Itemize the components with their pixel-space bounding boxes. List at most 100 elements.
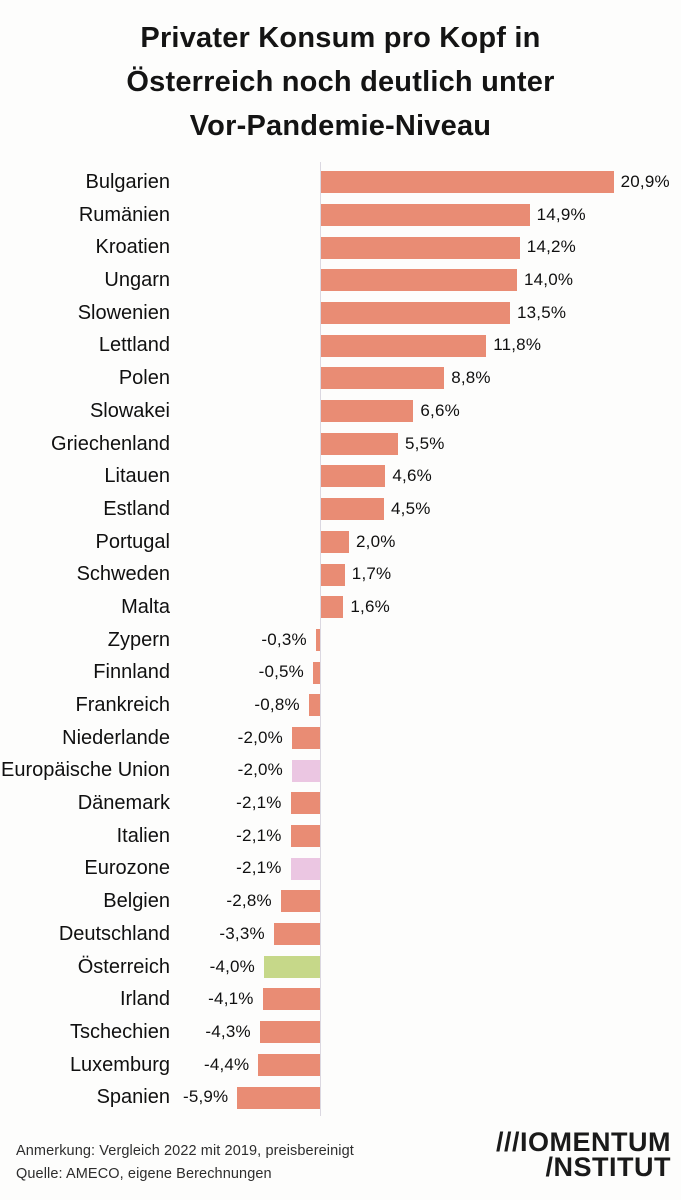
country-label: Österreich bbox=[77, 955, 170, 978]
bar bbox=[321, 269, 517, 292]
value-label: 4,5% bbox=[391, 498, 431, 518]
country-label: Rumänien bbox=[78, 203, 170, 226]
bar bbox=[290, 792, 320, 815]
chart-row: Kroatien 14,2% bbox=[0, 231, 681, 264]
chart-row: Belgien -2,8% bbox=[0, 885, 681, 918]
chart-row: Eurozone -2,1% bbox=[0, 852, 681, 885]
bar bbox=[321, 171, 614, 194]
logo-line-institut: /NSTITUT bbox=[545, 1152, 671, 1182]
country-label: Zypern bbox=[107, 628, 170, 651]
chart-row: Malta 1,6% bbox=[0, 591, 681, 624]
value-label: 4,6% bbox=[392, 466, 432, 486]
value-label: 5,5% bbox=[405, 433, 445, 453]
bar bbox=[321, 596, 344, 619]
chart-row: Finnland -0,5% bbox=[0, 656, 681, 689]
bar bbox=[258, 1053, 320, 1076]
bar bbox=[313, 661, 320, 684]
chart-row: Dänemark -2,1% bbox=[0, 787, 681, 820]
chart-title-line2: Österreich noch deutlich unter bbox=[126, 66, 555, 98]
bar-chart: Bulgarien 20,9% Rumänien 14,9% Kroatien 14,2%… bbox=[0, 162, 681, 1116]
bar bbox=[290, 857, 320, 880]
chart-row: Österreich -4,0% bbox=[0, 951, 681, 984]
bar bbox=[308, 694, 320, 717]
chart-footer: Anmerkung: Vergleich 2022 mit 2019, prei… bbox=[0, 1128, 681, 1192]
zero-axis-line bbox=[319, 162, 321, 1116]
value-label: -2,1% bbox=[236, 858, 282, 878]
country-label: Europäische Union bbox=[1, 759, 170, 782]
country-label: Tschechien bbox=[69, 1020, 170, 1043]
value-label: -4,3% bbox=[205, 1021, 251, 1041]
momentum-institut-logo: ///IOMENTUM /NSTITUT bbox=[496, 1127, 671, 1182]
chart-row: Portugal 2,0% bbox=[0, 526, 681, 559]
country-label: Dänemark bbox=[77, 792, 170, 815]
value-label: -4,1% bbox=[208, 989, 254, 1009]
value-label: -2,8% bbox=[226, 891, 272, 911]
chart-title-line3: Vor-Pandemie-Niveau bbox=[189, 110, 492, 142]
annotation-note: Anmerkung: Vergleich 2022 mit 2019, prei… bbox=[16, 1143, 354, 1159]
value-label: 14,2% bbox=[526, 237, 576, 257]
source-note: Quelle: AMECO, eigene Berechnungen bbox=[16, 1166, 272, 1182]
chart-title-line1: Privater Konsum pro Kopf in bbox=[140, 22, 541, 54]
logo-line-momentum: ///IOMENTUM bbox=[496, 1127, 671, 1157]
country-label: Malta bbox=[121, 595, 170, 618]
value-label: -2,0% bbox=[237, 727, 283, 747]
country-label: Lettland bbox=[98, 334, 170, 357]
value-label: 6,6% bbox=[420, 400, 460, 420]
country-label: Eurozone bbox=[84, 857, 170, 880]
bar bbox=[321, 530, 349, 553]
chart-rows: Bulgarien 20,9% Rumänien 14,9% Kroatien 14,2%… bbox=[0, 166, 681, 1114]
value-label: 14,9% bbox=[536, 204, 586, 224]
value-label: -4,0% bbox=[209, 956, 255, 976]
value-label: -5,9% bbox=[182, 1087, 229, 1107]
bar bbox=[292, 759, 320, 782]
country-label: Ungarn bbox=[104, 269, 170, 292]
chart-row: Griechenland 5,5% bbox=[0, 428, 681, 461]
value-label: 13,5% bbox=[517, 302, 567, 322]
bar bbox=[321, 367, 445, 390]
country-label: Litauen bbox=[104, 465, 170, 488]
chart-row: Slowenien 13,5% bbox=[0, 297, 681, 330]
value-label: -0,5% bbox=[258, 662, 304, 682]
bar bbox=[321, 432, 398, 455]
footnotes: Anmerkung: Vergleich 2022 mit 2019, prei… bbox=[16, 1140, 354, 1186]
chart-row: Tschechien -4,3% bbox=[0, 1016, 681, 1049]
country-label: Luxemburg bbox=[69, 1053, 170, 1076]
chart-row: Europäische Union -2,0% bbox=[0, 754, 681, 787]
value-label: -0,8% bbox=[254, 695, 300, 714]
country-label: Italien bbox=[116, 824, 170, 847]
chart-row: Italien -2,1% bbox=[0, 820, 681, 853]
country-label: Irland bbox=[119, 988, 170, 1011]
bar bbox=[321, 465, 386, 488]
chart-row: Deutschland -3,3% bbox=[0, 918, 681, 951]
bar bbox=[262, 988, 320, 1011]
country-label: Schweden bbox=[76, 563, 170, 586]
country-label: Slowenien bbox=[77, 301, 170, 324]
value-label: 14,0% bbox=[524, 270, 574, 290]
country-label: Frankreich bbox=[75, 694, 170, 716]
value-label: -2,1% bbox=[236, 793, 282, 813]
bar bbox=[321, 400, 414, 423]
value-label: -4,4% bbox=[203, 1054, 250, 1074]
chart-row: Luxemburg -4,4% bbox=[0, 1049, 681, 1082]
chart-row: Lettland 11,8% bbox=[0, 329, 681, 362]
chart-row: Estland 4,5% bbox=[0, 493, 681, 526]
country-label: Niederlande bbox=[62, 726, 170, 749]
bar bbox=[290, 825, 320, 848]
country-label: Bulgarien bbox=[85, 171, 170, 193]
bar bbox=[280, 890, 320, 913]
bar bbox=[321, 302, 510, 325]
bar bbox=[321, 203, 530, 226]
chart-row: Polen 8,8% bbox=[0, 362, 681, 395]
chart-row: Irland -4,1% bbox=[0, 983, 681, 1016]
value-label: -0,3% bbox=[261, 629, 307, 649]
chart-title: Privater Konsum pro Kopf in Österreich n… bbox=[0, 16, 681, 148]
chart-row: Frankreich -0,8% bbox=[0, 689, 681, 722]
value-label: -3,3% bbox=[219, 923, 265, 943]
value-label: 8,8% bbox=[451, 368, 491, 388]
country-label: Kroatien bbox=[95, 236, 171, 259]
bar bbox=[264, 955, 320, 978]
value-label: 20,9% bbox=[620, 172, 670, 191]
bar bbox=[321, 334, 487, 357]
country-label: Portugal bbox=[95, 530, 171, 553]
